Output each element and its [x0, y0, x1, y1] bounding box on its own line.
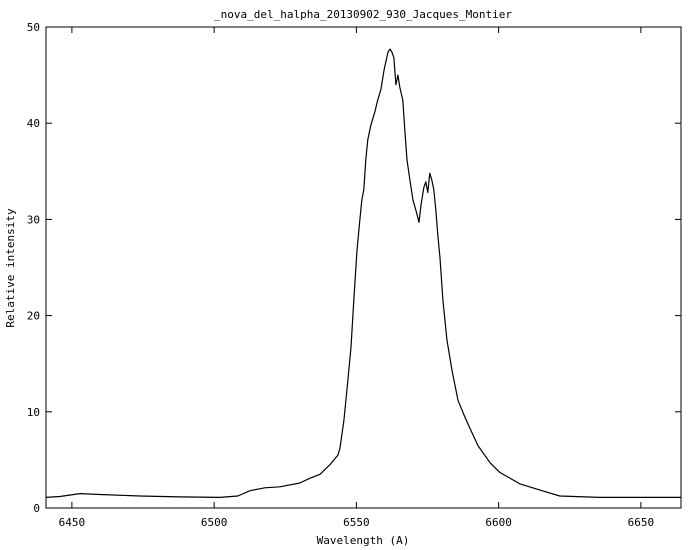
x-axis-label: Wavelength (A) [317, 534, 410, 547]
x-tick-label: 6550 [343, 516, 370, 529]
y-tick-label: 50 [27, 21, 40, 34]
chart-title: _nova_del_halpha_20130902_930_Jacques_Mo… [214, 8, 512, 21]
x-axis: 6450 6500 6550 6600 6650 [59, 27, 654, 529]
y-tick-label: 30 [27, 213, 40, 226]
spectrum-line [45, 48, 681, 498]
y-tick-label: 0 [33, 502, 40, 515]
x-tick-label: 6650 [628, 516, 655, 529]
y-tick-label: 10 [27, 406, 40, 419]
y-tick-label: 20 [27, 310, 40, 323]
y-axis-label: Relative intensity [4, 208, 17, 328]
y-tick-label: 40 [27, 117, 40, 130]
x-tick-label: 6450 [59, 516, 86, 529]
x-tick-label: 6500 [201, 516, 228, 529]
plot-frame [45, 26, 682, 509]
y-axis: 0 10 20 30 40 50 [27, 21, 681, 515]
x-tick-label: 6600 [485, 516, 512, 529]
